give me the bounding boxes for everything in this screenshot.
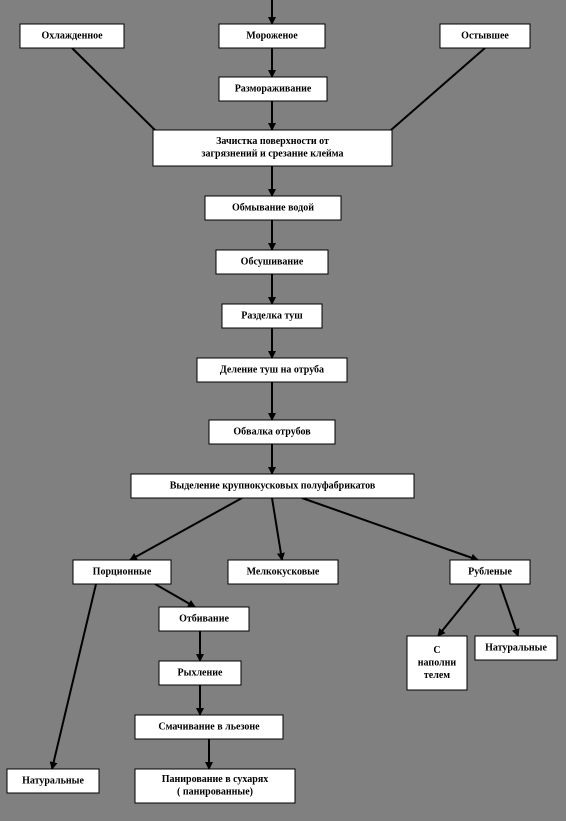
flow-node-n_clean: Зачистка поверхности от загрязнений и сре… bbox=[153, 130, 392, 166]
flow-node-n_nat1: Натуральные bbox=[7, 769, 99, 793]
flowchart-canvas: Охлажденное Мороженое Остывшее Размораживан… bbox=[0, 0, 566, 821]
flow-node-n_nat2: Натуральные bbox=[475, 636, 557, 660]
node-label: Остывшее bbox=[461, 30, 509, 41]
flow-node-n_fill: Снаполни телем bbox=[407, 636, 467, 690]
node-label: наполни bbox=[418, 657, 457, 668]
node-label: Зачистка поверхности от bbox=[216, 136, 329, 147]
flow-node-n_port: Порционные bbox=[73, 560, 171, 584]
edge bbox=[383, 48, 485, 137]
flow-node-n_soak: Смачивание в льезоне bbox=[135, 715, 283, 739]
node-label: загрязнений и срезание клейма bbox=[201, 149, 343, 160]
node-label: Деление туш на отруба bbox=[220, 364, 324, 375]
flow-node-n_chop: Рубленые bbox=[450, 560, 530, 584]
node-label: Обсушивание bbox=[241, 256, 304, 267]
flow-node-n_beat: Отбивание bbox=[159, 607, 249, 631]
flow-node-n_cut: Разделка туш bbox=[222, 304, 322, 328]
node-label: Размораживание bbox=[235, 83, 312, 94]
nodes-layer: Охлажденное Мороженое Остывшее Размораживан… bbox=[7, 24, 557, 803]
flow-node-n_debone: Обвалка отрубов bbox=[209, 420, 335, 444]
flow-node-n_warm: Остывшее bbox=[440, 24, 530, 48]
flow-node-n_dry: Обсушивание bbox=[216, 250, 328, 274]
flow-node-n_bread: Панирование в сухарях ( панированные) bbox=[135, 769, 295, 803]
node-label: Рубленые bbox=[468, 566, 512, 577]
flow-node-n_thaw: Размораживание bbox=[219, 77, 327, 101]
flow-node-n_loosen: Рыхление bbox=[159, 661, 241, 685]
edge bbox=[272, 498, 282, 560]
flow-node-n_large: Выделение крупнокусковых полуфабрикатов bbox=[131, 474, 414, 498]
node-label: Панирование в сухарях bbox=[162, 774, 269, 785]
edge bbox=[52, 584, 96, 769]
node-label: Разделка туш bbox=[241, 310, 303, 321]
edge bbox=[155, 584, 195, 607]
node-label: Отбивание bbox=[179, 613, 229, 624]
node-label: Смачивание в льезоне bbox=[158, 721, 260, 732]
edge bbox=[130, 498, 242, 560]
edge bbox=[438, 584, 480, 636]
flow-node-n_divide: Деление туш на отруба bbox=[197, 358, 347, 382]
flow-node-n_cool: Охлажденное bbox=[20, 24, 124, 48]
flow-node-n_small: Мелкокусковые bbox=[228, 560, 338, 584]
edge bbox=[302, 498, 478, 560]
node-label: Натуральные bbox=[22, 775, 84, 786]
node-label: ( панированные) bbox=[177, 787, 253, 798]
node-label: Натуральные bbox=[485, 642, 547, 653]
node-label: Обвалка отрубов bbox=[233, 426, 311, 437]
edge bbox=[500, 584, 518, 636]
node-label: Рыхление bbox=[178, 667, 223, 678]
edge bbox=[72, 48, 162, 137]
flow-node-n_wash: Обмывание водой bbox=[205, 196, 341, 220]
node-label: телем bbox=[424, 670, 450, 681]
node-label: Порционные bbox=[93, 566, 152, 577]
node-label: Обмывание водой bbox=[232, 202, 314, 213]
node-label: Мороженое bbox=[246, 30, 298, 41]
node-label: Мелкокусковые bbox=[247, 566, 320, 577]
flow-node-n_frozen: Мороженое bbox=[219, 24, 325, 48]
node-label: Выделение крупнокусковых полуфабрикатов bbox=[170, 480, 376, 491]
node-label: Охлажденное bbox=[41, 30, 103, 41]
node-label: С bbox=[433, 645, 440, 656]
